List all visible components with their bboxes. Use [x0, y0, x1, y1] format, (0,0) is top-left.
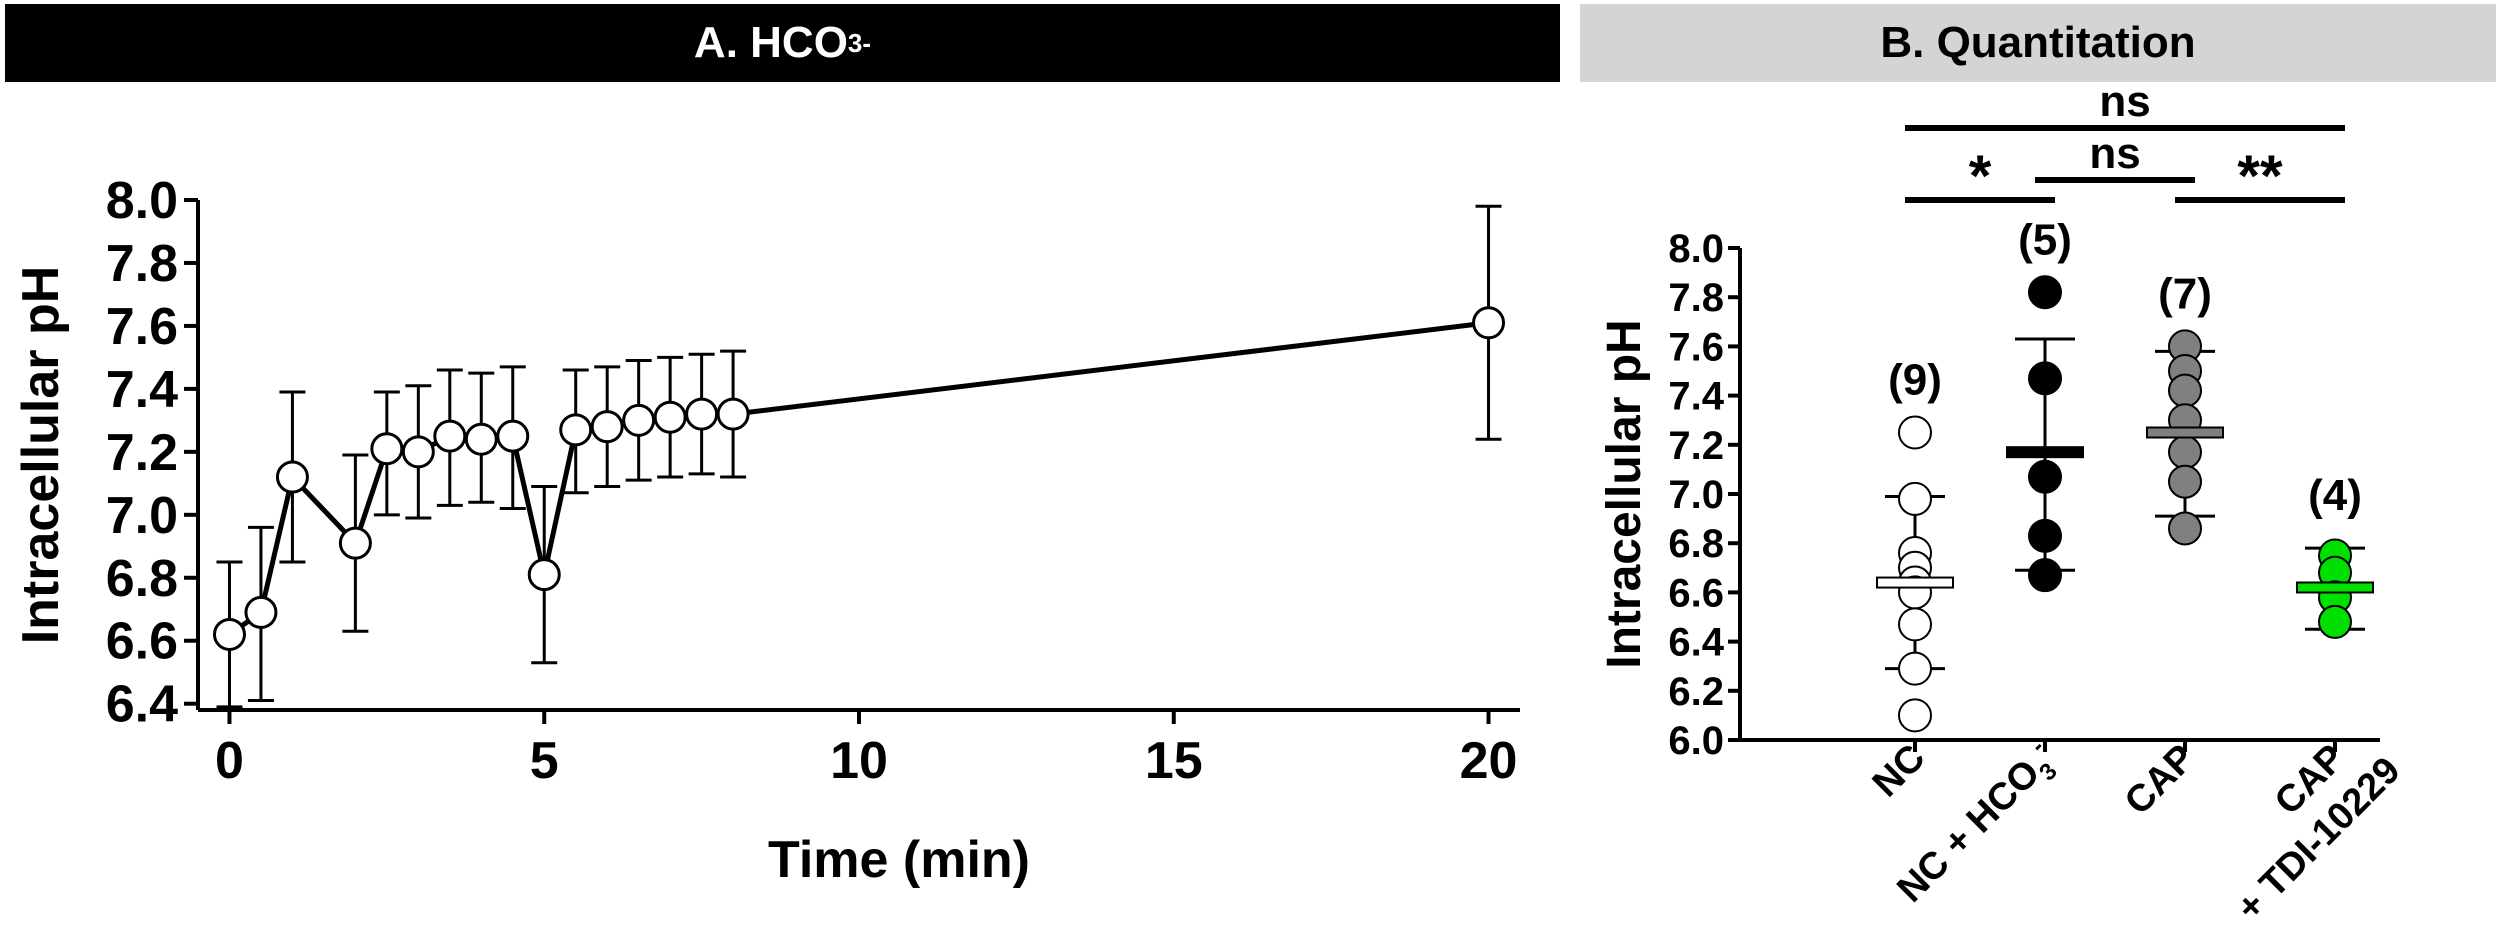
significance-label: ns [2089, 129, 2140, 178]
y-tick-label-a: 6.4 [106, 676, 178, 734]
data-point-a [370, 432, 404, 466]
x-tick-label-a: 15 [1145, 732, 1203, 790]
y-tick-label-b: 7.8 [1668, 276, 1724, 320]
data-point-a [212, 617, 246, 651]
data-point-a [685, 397, 719, 431]
group-data-point [2028, 518, 2062, 553]
panel-a-title-subscript: 3 [847, 27, 863, 58]
x-axis-label-a: Time (min) [768, 831, 1030, 889]
panel-a-title-text: A. HCO [693, 18, 848, 67]
y-tick-label-a: 7.6 [106, 298, 178, 356]
panel-a-title-superscript: - [862, 27, 872, 58]
y-tick-label-a: 7.2 [106, 424, 178, 482]
y-tick-label-b: 7.4 [1668, 375, 1724, 419]
category-label: NC [1865, 737, 1934, 806]
group-n-label: (7) [2158, 269, 2212, 318]
y-tick-label-a: 7.0 [106, 487, 178, 545]
panel-a-plot: 6.46.66.87.07.27.47.67.88.0 0 5 10 15 20 Time … [12, 172, 1520, 889]
group-mean-bar [1876, 576, 1954, 589]
y-tick-label-b: 6.0 [1668, 719, 1724, 763]
x-tick-label-a: 10 [830, 732, 888, 790]
group-mean-bar [2296, 581, 2374, 594]
group-data-point [2318, 604, 2352, 639]
data-point-a [1472, 306, 1506, 340]
y-tick-label-a: 7.8 [106, 235, 178, 293]
panel-a-title: A. HCO 3- [5, 4, 1560, 82]
group-data-point [1898, 651, 1932, 686]
y-axis-label-a: Intracellular pH [12, 266, 70, 645]
group-data-point [2028, 275, 2062, 310]
y-tick-label-b: 7.0 [1668, 473, 1724, 517]
data-point-a [527, 558, 561, 592]
group-data-point [2028, 558, 2062, 593]
data-point-a [590, 410, 624, 444]
category-label: CAP+ TDI-10229 [2229, 737, 2409, 930]
y-tick-label-b: 7.2 [1668, 424, 1724, 468]
group-n-label: (5) [2018, 215, 2072, 264]
group-data-point [2028, 459, 2062, 494]
x-tick-label-a: 0 [215, 732, 244, 790]
group-data-point [1898, 607, 1932, 642]
group-data-point [1898, 481, 1932, 516]
data-point-a [433, 419, 467, 453]
group-mean-bar [2006, 446, 2084, 459]
group-data-point [2168, 511, 2202, 546]
data-point-a [275, 460, 309, 494]
category-label-line1: NC [1865, 737, 1934, 806]
group-data-point [1898, 415, 1932, 450]
group-data-point [2168, 435, 2202, 470]
panel-b-title-text: B. Quantitation [1880, 18, 2196, 67]
y-tick-label-b: 6.4 [1668, 621, 1724, 665]
y-tick-label-b: 6.8 [1668, 522, 1724, 566]
significance-label: * [1969, 144, 1992, 209]
data-point-a [464, 422, 498, 456]
significance-label: ns [2099, 77, 2150, 126]
data-point-a [559, 413, 593, 447]
data-point-a [622, 403, 656, 437]
y-axis-label-b: Intracellular pH [1598, 319, 1651, 668]
x-tick-label-a: 5 [530, 732, 559, 790]
category-label-line1: CAP [2117, 737, 2203, 823]
y-tick-label-a: 6.6 [106, 613, 178, 671]
data-point-a [496, 419, 530, 453]
y-tick-label-b: 8.0 [1668, 227, 1724, 271]
category-label: CAP [2117, 737, 2203, 823]
y-tick-label-a: 7.4 [106, 361, 178, 419]
data-point-a [653, 400, 687, 434]
y-tick-label-b: 6.2 [1668, 670, 1724, 714]
group-data-point [2168, 373, 2202, 408]
group-data-point [2168, 464, 2202, 499]
group-n-label: (9) [1888, 356, 1942, 405]
data-point-a [338, 526, 372, 560]
y-tick-label-a: 8.0 [106, 172, 178, 230]
y-tick-label-b: 6.6 [1668, 571, 1724, 615]
data-point-a [716, 397, 750, 431]
y-tick-label-a: 6.8 [106, 550, 178, 608]
panel-b-title: B. Quantitation [1580, 4, 2496, 82]
data-point-a [401, 435, 435, 469]
significance-label: ** [2237, 144, 2283, 209]
group-data-point [1898, 698, 1932, 733]
group-mean-bar [2146, 426, 2224, 439]
data-point-a [244, 595, 278, 629]
group-n-label: (4) [2308, 471, 2362, 520]
group-data-point [2028, 361, 2062, 396]
y-tick-label-b: 7.6 [1668, 325, 1724, 369]
x-tick-label-a: 20 [1460, 732, 1518, 790]
panel-b-plot: 6.0 6.2 6.4 6.6 6.8 7.0 7.2 7.4 7.6 7.8 8.0 Intrace… [1598, 77, 2409, 929]
category-label-subscript: 3 [2034, 758, 2063, 787]
